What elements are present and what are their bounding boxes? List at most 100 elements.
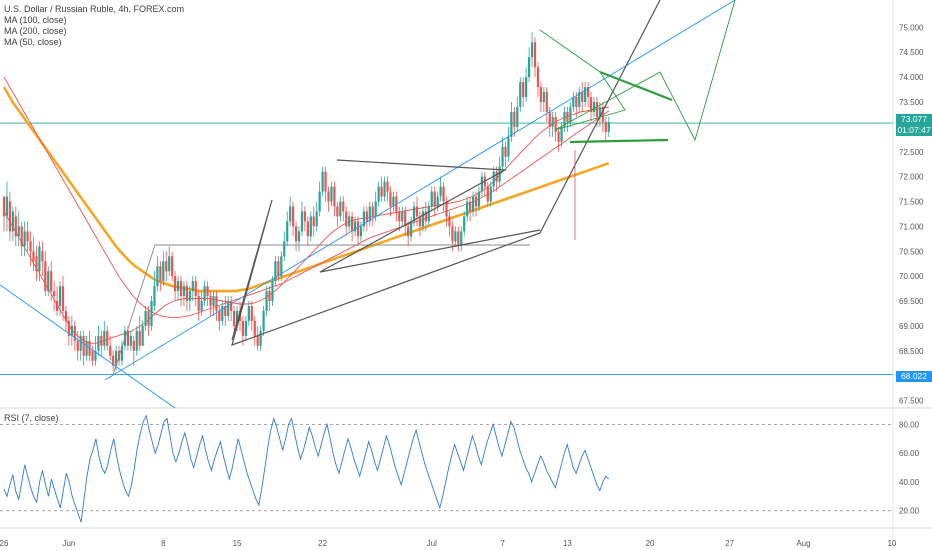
candle-body — [421, 211, 424, 227]
legend-ma200: MA (200, close) — [4, 26, 67, 36]
candle-body — [5, 196, 9, 217]
y-tick-label: 71.500 — [899, 198, 924, 207]
candle-body — [575, 97, 578, 107]
candle-body — [498, 166, 501, 182]
candle-body — [26, 231, 29, 242]
support-level-tag: 68.022 — [896, 371, 932, 382]
candle-body — [412, 206, 416, 222]
candle-body — [516, 106, 519, 127]
candle-body — [495, 171, 498, 182]
y-tick-label: 68.500 — [899, 347, 924, 356]
candle-body — [389, 191, 392, 207]
candle-body — [206, 286, 209, 297]
candle-body — [250, 306, 253, 321]
candle-body — [35, 256, 38, 272]
candle-body — [200, 301, 203, 311]
candle-body — [545, 92, 548, 112]
candle-body — [415, 206, 419, 217]
candle-body — [380, 186, 383, 197]
countdown-tag: 01:07:47 — [896, 125, 932, 136]
y-tick-label: 72.000 — [899, 173, 924, 182]
candle-body — [147, 310, 150, 326]
rsi-line — [3, 414, 610, 523]
ma100-line — [3, 76, 610, 318]
candle-body — [44, 261, 47, 292]
candle-body — [268, 291, 271, 302]
candle-body — [209, 296, 212, 306]
candle-body — [309, 216, 312, 237]
candle-body — [525, 77, 528, 98]
candle-body — [53, 291, 56, 297]
candle-body — [212, 296, 215, 306]
candle-body — [368, 206, 371, 222]
candle-body — [383, 181, 386, 197]
candle-body — [174, 276, 177, 292]
candle-body — [162, 261, 165, 282]
candle-body — [398, 211, 401, 222]
candle-body — [221, 306, 224, 321]
candle-body — [407, 226, 410, 237]
candle-body — [176, 281, 180, 292]
candle-body — [85, 340, 88, 356]
candle-body — [548, 111, 551, 127]
candle-body — [153, 286, 156, 306]
candle-body — [61, 286, 65, 311]
x-tick-label: 20 — [646, 539, 655, 548]
candle-body — [469, 201, 472, 212]
wave-annotations — [0, 0, 736, 409]
candle-body — [551, 116, 554, 127]
candle-body — [171, 256, 174, 277]
candle-body — [11, 211, 14, 232]
candle-body — [197, 296, 200, 311]
candle-body — [457, 231, 460, 247]
candle-body — [418, 216, 422, 227]
rsi-legend: RSI (7, close) — [4, 413, 59, 423]
y-tick-label: 67.500 — [899, 397, 924, 406]
candle-body — [144, 310, 147, 326]
candle-body — [510, 111, 513, 137]
candle-body — [359, 226, 363, 237]
candle-body — [327, 191, 330, 202]
y-tick-label: 69.500 — [899, 297, 924, 306]
x-tick-label: 27 — [725, 539, 734, 548]
candle-body — [168, 256, 171, 272]
candle-body — [528, 57, 531, 78]
candle-body — [135, 330, 138, 351]
candle-body — [165, 261, 168, 272]
candle-body — [436, 196, 439, 207]
y-tick-label: 70.500 — [899, 247, 924, 256]
x-tick-label: Aug — [796, 539, 810, 548]
candle-body — [76, 340, 79, 351]
candle-body — [474, 196, 478, 207]
candle-body — [578, 92, 581, 107]
candle-body — [348, 216, 351, 227]
candle-body — [70, 325, 73, 336]
candle-body — [386, 181, 389, 192]
candle-body — [330, 186, 333, 202]
candle-body — [109, 345, 112, 356]
candle-body — [454, 231, 457, 242]
candle-body — [112, 355, 115, 366]
candle-body — [247, 306, 250, 321]
candle-body — [569, 106, 572, 122]
candle-body — [233, 310, 236, 326]
x-tick-label: 22 — [318, 539, 327, 548]
candle-body — [8, 201, 11, 232]
candle-body — [194, 281, 197, 297]
candle-body — [424, 211, 427, 222]
candle-body — [241, 320, 245, 336]
candle-body — [283, 241, 286, 257]
candle-body — [356, 221, 360, 237]
x-tick-label: 26 — [0, 539, 9, 548]
candle-body — [365, 211, 368, 222]
candle-body — [32, 251, 35, 262]
candle-body — [560, 126, 563, 142]
candle-body — [342, 201, 345, 212]
candle-body — [581, 92, 584, 102]
x-tick-label: 10 — [887, 539, 896, 548]
y-tick-label: 72.500 — [899, 148, 924, 157]
x-tick-label: Jul — [427, 539, 437, 548]
blue-trendline — [0, 284, 176, 409]
y-tick-label: 69.000 — [899, 322, 924, 331]
